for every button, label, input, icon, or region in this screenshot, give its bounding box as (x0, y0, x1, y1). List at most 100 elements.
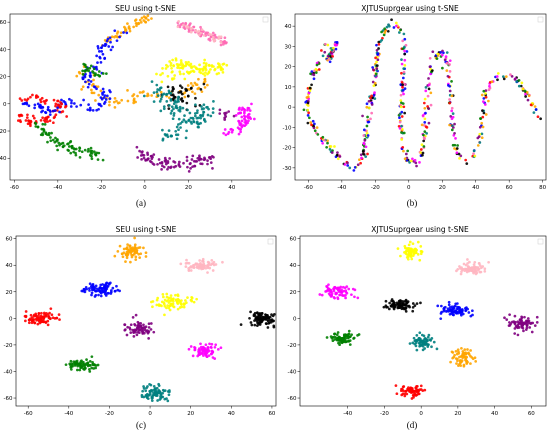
data-point (171, 58, 174, 62)
data-point (128, 327, 132, 331)
data-point (513, 321, 516, 325)
y-tick-label: 0 (293, 316, 297, 322)
data-point (68, 362, 72, 366)
data-point (171, 89, 174, 93)
data-point (93, 150, 96, 154)
x-axis: -60 -40 -20 0 20 40 (10, 180, 236, 191)
data-point (197, 86, 201, 90)
data-point (177, 160, 181, 164)
data-point (144, 17, 148, 20)
data-point (439, 317, 443, 321)
data-point (453, 310, 457, 313)
data-point (456, 359, 459, 363)
data-point (237, 132, 241, 136)
data-point (161, 293, 165, 296)
data-point (356, 163, 360, 167)
data-point (346, 336, 350, 340)
data-point (159, 97, 163, 101)
data-point (445, 51, 449, 54)
data-point (451, 356, 454, 360)
data-point (172, 87, 175, 91)
data-point (93, 363, 96, 367)
data-point (198, 265, 201, 269)
data-point (191, 354, 195, 358)
data-point (183, 77, 187, 81)
data-point (174, 164, 178, 168)
data-point (520, 315, 523, 319)
data-point (182, 302, 186, 305)
data-point (189, 269, 193, 272)
data-point (482, 100, 485, 103)
data-point (29, 122, 32, 126)
panel-title: XJTUSuprgear using t-SNE (371, 225, 469, 234)
data-point (222, 131, 225, 135)
data-point (167, 103, 171, 107)
data-point (440, 304, 443, 308)
data-point (179, 98, 183, 101)
data-point (107, 291, 110, 295)
x-tick-label: -60 (304, 185, 313, 191)
data-point (88, 289, 91, 292)
data-point (180, 61, 183, 64)
data-point (223, 118, 227, 121)
data-point (345, 285, 349, 288)
data-point (19, 113, 22, 117)
data-point (39, 106, 43, 110)
data-point (404, 298, 408, 302)
data-point (312, 126, 316, 130)
data-point (448, 312, 452, 316)
data-point (199, 121, 202, 125)
data-point (87, 69, 91, 73)
data-point (403, 157, 407, 161)
data-point (458, 310, 461, 314)
data-point (414, 161, 418, 165)
data-point (86, 85, 90, 89)
data-point (307, 91, 311, 95)
data-point (458, 355, 461, 359)
data-point (55, 316, 58, 320)
data-point (364, 155, 368, 158)
data-point (373, 91, 376, 94)
data-point (133, 236, 136, 240)
data-point (136, 320, 140, 324)
data-point (192, 120, 196, 124)
data-point (97, 50, 101, 53)
panel-caption: (b) (407, 198, 418, 208)
data-point (421, 153, 424, 157)
data-point (256, 321, 259, 325)
data-point (252, 314, 256, 318)
data-point (202, 34, 206, 37)
data-point (202, 30, 205, 33)
data-point (94, 72, 97, 75)
data-point (189, 22, 192, 25)
data-point (98, 55, 102, 59)
data-point (144, 251, 148, 255)
data-point (130, 250, 133, 253)
data-point (409, 387, 412, 390)
data-point (456, 144, 459, 147)
data-point (326, 141, 329, 145)
data-point (152, 385, 156, 388)
data-point (138, 18, 142, 22)
y-tick-label: 40 (6, 263, 13, 269)
data-point (179, 63, 182, 67)
data-point (484, 113, 488, 116)
data-point (403, 58, 407, 62)
data-point (83, 368, 86, 371)
y-tick-label: 40 (285, 24, 292, 30)
data-point (239, 130, 242, 134)
data-point (429, 91, 433, 95)
data-point (219, 68, 223, 72)
data-point (427, 121, 431, 125)
data-point (184, 87, 188, 91)
data-point (529, 103, 533, 107)
data-point (223, 36, 227, 40)
data-point (198, 259, 202, 262)
data-point (26, 122, 30, 126)
data-point (191, 165, 194, 169)
x-tick-label: 40 (228, 185, 235, 191)
data-point (459, 272, 463, 276)
data-point (482, 111, 486, 115)
data-point (101, 87, 105, 91)
data-point (198, 70, 201, 74)
